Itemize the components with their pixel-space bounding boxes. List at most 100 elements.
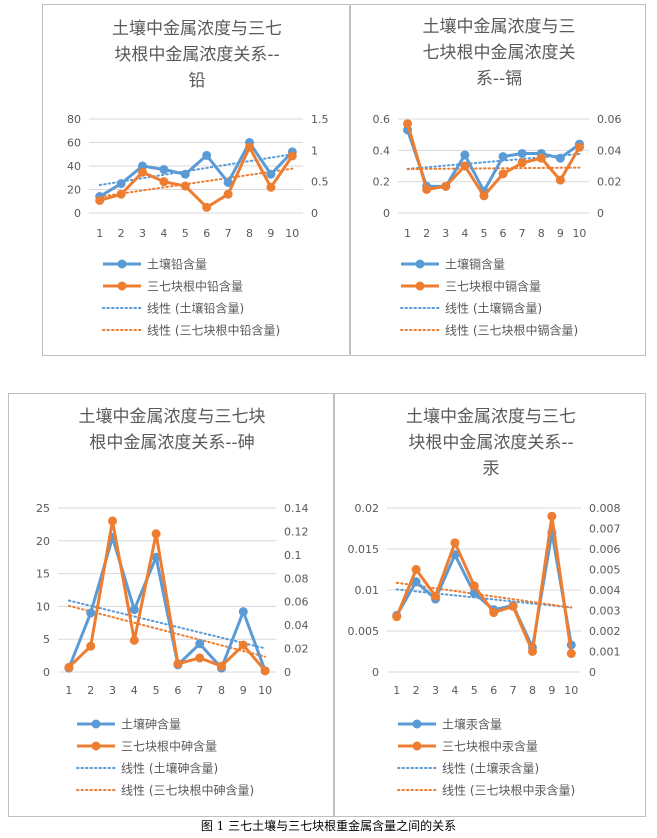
- y-right-tick-label: 0.04: [284, 619, 309, 632]
- data-point: [202, 150, 212, 160]
- data-point: [195, 653, 205, 663]
- legend-label: 三七块根中镉含量: [445, 279, 541, 294]
- chart-title-line: 土壤中金属浓度与三: [423, 16, 576, 37]
- y-right-tick-label: 0: [311, 207, 318, 220]
- data-point: [116, 179, 126, 189]
- data-point: [422, 185, 432, 194]
- x-tick-label: 1: [393, 684, 400, 697]
- data-point: [202, 202, 212, 212]
- data-point: [260, 666, 270, 676]
- x-tick-label: 5: [480, 227, 487, 240]
- x-tick-label: 7: [225, 227, 232, 240]
- x-tick-label: 6: [500, 227, 507, 240]
- data-point: [441, 181, 451, 191]
- trendline: [395, 581, 573, 609]
- chart-panel-arsenic: 土壤中金属浓度与三七块 根中金属浓度关系--砷 0 5 10 15 20 25 0 0.02 0.0…: [8, 393, 334, 817]
- legend-label: 线性 (三七块根中砷含量): [121, 783, 254, 798]
- y-right-tick-label: 0: [589, 666, 596, 679]
- data-point: [574, 142, 584, 152]
- y-right-tick-label: 0.06: [597, 113, 622, 126]
- chart-panel-cadmium: 土壤中金属浓度与三 七块根中金属浓度关 系--镉 0 0.2 0.4 0.6 0 0.02 0.0…: [350, 4, 646, 356]
- y-left-tick-label: 20: [36, 535, 50, 548]
- y-left-tick-label: 15: [36, 568, 50, 581]
- y-left-tick-label: 0: [383, 207, 390, 220]
- legend-swatch-marker: [117, 259, 127, 269]
- x-tick-label: 10: [564, 684, 578, 697]
- y-left-tick-label: 0: [43, 666, 50, 679]
- x-tick-label: 3: [139, 227, 146, 240]
- data-point: [536, 153, 546, 163]
- x-tick-label: 4: [160, 227, 167, 240]
- legend-label: 线性 (土壤砷含量): [121, 761, 218, 776]
- x-tick-label: 2: [118, 227, 125, 240]
- y-right-tick-label: 0.008: [589, 502, 621, 515]
- data-point: [498, 152, 508, 162]
- data-point: [479, 191, 489, 201]
- legend-label: 三七块根中砷含量: [121, 739, 217, 754]
- chart-title-line: 系--镉: [476, 69, 522, 89]
- y-left-tick-label: 0.6: [373, 113, 391, 126]
- x-tick-label: 2: [423, 227, 430, 240]
- y-right-tick-label: 0.5: [311, 176, 329, 189]
- chart-panel-mercury: 土壤中金属浓度与三七 块根中金属浓度关系-- 汞 0 0.005 0.01 0.015 0.0…: [334, 393, 646, 817]
- chart-title-line: 土壤中金属浓度与三七块: [79, 406, 266, 427]
- data-point: [245, 142, 254, 152]
- figure-caption: 图 1 三七土壤与三七块根重金属含量之间的关系: [200, 819, 457, 833]
- data-point: [555, 175, 565, 185]
- data-point: [195, 639, 205, 649]
- x-tick-label: 3: [442, 227, 449, 240]
- legend-swatch-marker: [415, 281, 425, 291]
- data-point: [392, 612, 402, 622]
- data-point: [86, 608, 96, 618]
- y-left-tick-label: 0.015: [348, 543, 380, 556]
- x-tick-label: 5: [471, 684, 478, 697]
- data-point: [223, 177, 233, 187]
- y-left-tick-label: 0.005: [348, 625, 380, 638]
- x-tick-label: 9: [240, 684, 247, 697]
- x-tick-label: 5: [153, 684, 160, 697]
- chart-panel-lead: 土壤中金属浓度与三七 块根中金属浓度关系-- 铅 0 20 40 60 80 0 0.5 1 1.5 1…: [42, 4, 350, 356]
- data-point: [138, 167, 147, 177]
- legend-swatch-marker: [412, 741, 422, 751]
- y-right-tick-label: 1.5: [311, 113, 329, 126]
- data-point: [151, 529, 161, 539]
- data-point: [116, 189, 126, 199]
- data-point: [266, 169, 276, 179]
- y-right-tick-label: 0.06: [284, 596, 309, 609]
- legend-label: 土壤砷含量: [121, 717, 181, 732]
- x-tick-label: 9: [548, 684, 555, 697]
- x-tick-label: 3: [109, 684, 116, 697]
- legend-label: 土壤汞含量: [442, 717, 502, 732]
- chart-title-line: 土壤中金属浓度与三七: [112, 18, 282, 39]
- x-tick-label: 2: [87, 684, 94, 697]
- data-point: [217, 661, 226, 671]
- x-tick-label: 9: [557, 227, 564, 240]
- y-left-tick-label: 0: [74, 207, 81, 220]
- y-left-tick-label: 5: [43, 633, 50, 646]
- y-left-tick-label: 0.01: [355, 584, 380, 597]
- y-right-tick-label: 0: [597, 207, 604, 220]
- legend-label: 线性 (三七块根中镉含量): [445, 323, 578, 338]
- legend-swatch-marker: [117, 281, 127, 291]
- x-tick-label: 1: [404, 227, 411, 240]
- chart-title-line: 汞: [483, 459, 500, 479]
- data-point: [555, 153, 565, 163]
- x-tick-label: 10: [258, 684, 272, 697]
- chart-title-line: 块根中金属浓度关系--: [114, 45, 279, 65]
- data-point: [173, 659, 183, 669]
- legend-label: 三七块根中汞含量: [442, 739, 538, 754]
- y-left-tick-label: 60: [67, 137, 81, 150]
- chart-title-line: 七块根中金属浓度关: [423, 43, 576, 63]
- data-point: [566, 649, 576, 659]
- data-point: [64, 662, 74, 672]
- series-line: [67, 519, 267, 672]
- chart-title-line: 铅: [189, 71, 206, 91]
- data-point: [508, 601, 518, 611]
- trendline: [98, 153, 294, 187]
- trendline: [67, 604, 267, 658]
- data-point: [411, 565, 421, 574]
- data-point: [517, 148, 527, 158]
- x-tick-label: 8: [529, 684, 536, 697]
